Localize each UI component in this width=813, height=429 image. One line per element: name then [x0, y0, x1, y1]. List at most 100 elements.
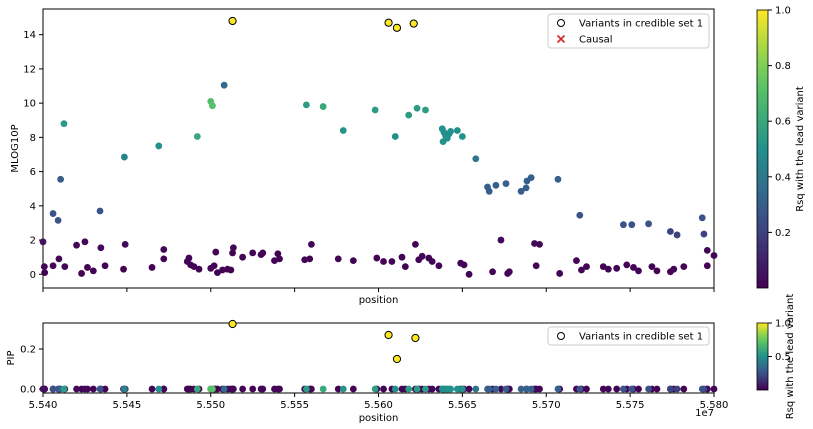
- credible-set-pip-point: [411, 333, 420, 343]
- variant-point: [623, 261, 631, 269]
- bottom-xtick-label: 5.580: [700, 400, 729, 411]
- variant-point: [531, 240, 538, 247]
- variant-point: [413, 104, 421, 112]
- variant-point: [698, 214, 706, 222]
- pip-point: [81, 385, 89, 393]
- variant-point: [120, 265, 127, 273]
- bottom-xtick-label: 5.550: [196, 400, 225, 411]
- pip-point: [698, 385, 706, 393]
- variant-point: [380, 258, 387, 265]
- variant-point: [573, 257, 580, 265]
- pip-point: [673, 385, 681, 393]
- variant-point: [41, 269, 49, 276]
- variant-point: [435, 262, 443, 270]
- variant-point: [460, 261, 468, 269]
- variant-point: [274, 250, 282, 258]
- bottom-xtick-label: 5.570: [532, 400, 561, 411]
- credible-set-point: [409, 19, 418, 28]
- pip-point: [583, 385, 590, 393]
- bottom-xtick-label: 5.555: [280, 400, 309, 411]
- top-colorbar-label: Rsq with the lead variant: [795, 86, 806, 212]
- variant-point: [249, 249, 257, 257]
- variant-point: [81, 238, 89, 246]
- pip-point: [554, 385, 562, 393]
- pip-point: [620, 385, 627, 393]
- bottom-panel: 0.0 0.2 5.540 5.545 5.550 5.555 5.560 5.565 5.57…: [6, 319, 729, 424]
- variant-point: [465, 270, 473, 278]
- variant-point: [489, 268, 496, 276]
- top-ytick-label: 14: [23, 30, 36, 41]
- variant-point: [628, 221, 636, 229]
- credible-set-point: [228, 16, 237, 26]
- legend-open-circle-icon: [557, 332, 565, 340]
- variant-point: [710, 252, 718, 259]
- variant-point: [502, 180, 510, 187]
- top-ytick-label: 12: [23, 64, 36, 75]
- pip-point: [439, 385, 447, 393]
- top-colorbar-tick-label: 0.4: [775, 172, 791, 183]
- pip-point: [308, 385, 315, 393]
- pip-point: [453, 385, 461, 393]
- variant-point: [412, 240, 419, 248]
- variant-point: [319, 103, 327, 110]
- credible-set-pip-point: [392, 354, 402, 364]
- pip-point: [96, 385, 104, 393]
- bottom-ylabel: PIP: [6, 350, 17, 365]
- top-ytick-label: 6: [30, 167, 36, 178]
- variant-point: [666, 228, 674, 235]
- variant-point: [472, 155, 480, 163]
- x-offset-text: 1e7: [695, 408, 714, 419]
- pip-point: [645, 385, 652, 393]
- pip-point: [413, 385, 421, 393]
- pip-point: [465, 385, 473, 393]
- top-ytick-label: 0: [30, 270, 36, 281]
- top-ytick-label: 2: [30, 236, 36, 247]
- pip-point: [405, 385, 413, 393]
- top-plot-frame: [42, 8, 715, 289]
- variant-point: [453, 127, 461, 134]
- pip-point: [160, 385, 168, 393]
- pip-point: [193, 385, 201, 393]
- variant-point: [497, 236, 505, 244]
- bottom-xtick-label: 5.540: [29, 400, 58, 411]
- variant-point: [458, 133, 466, 140]
- legend-red-x-icon: [556, 34, 566, 44]
- variant-point: [703, 246, 711, 254]
- variant-point: [60, 120, 68, 128]
- pip-point: [485, 385, 493, 393]
- variant-point: [209, 102, 216, 110]
- variant-point: [635, 267, 642, 275]
- pip-point: [302, 385, 310, 393]
- variant-point: [447, 127, 455, 135]
- pip-point: [73, 385, 80, 393]
- variant-point: [259, 249, 267, 257]
- variant-point: [398, 253, 406, 261]
- top-ytick-label: 8: [30, 133, 36, 144]
- legend-label-credible-set: Variants in credible set 1: [579, 332, 703, 343]
- variant-point: [485, 187, 493, 195]
- variant-point: [371, 106, 379, 114]
- pip-point: [339, 385, 347, 393]
- top-colorbar-tick-label: 1.0: [775, 6, 791, 17]
- credible-set-pip-point: [228, 319, 237, 329]
- top-ytick-label: 10: [23, 99, 36, 110]
- pip-point: [349, 385, 357, 393]
- variant-point: [229, 249, 236, 257]
- pip-point: [604, 385, 612, 393]
- bottom-xtick-label: 5.545: [113, 400, 142, 411]
- pip-point: [527, 385, 535, 393]
- pip-point: [49, 385, 57, 393]
- variant-point: [673, 231, 681, 239]
- variant-point: [554, 175, 562, 183]
- variant-point: [308, 240, 315, 248]
- pip-point: [428, 385, 436, 393]
- pip-point: [239, 385, 247, 393]
- variant-point: [227, 266, 235, 274]
- variant-point: [505, 268, 513, 276]
- variant-point: [556, 270, 564, 277]
- variant-point: [155, 142, 163, 150]
- variant-point: [339, 127, 347, 134]
- variant-point: [349, 257, 357, 265]
